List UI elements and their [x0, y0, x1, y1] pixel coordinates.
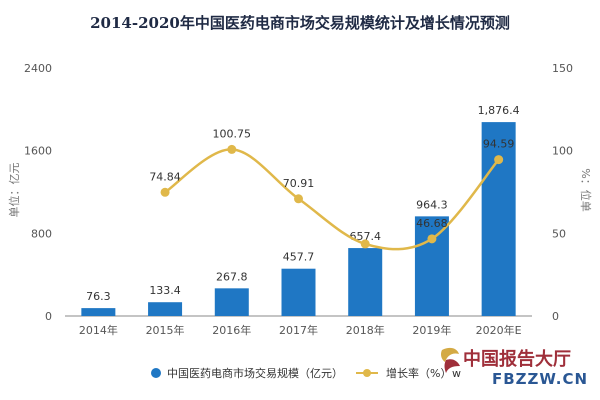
y-right-tick-label: 100 — [552, 145, 573, 158]
y-left-tick-label: 0 — [45, 310, 52, 323]
legend-line-dot — [363, 369, 371, 377]
growth-rate-point — [227, 144, 237, 154]
bar — [481, 122, 516, 316]
y-axis-right-label: %：位单 — [579, 168, 593, 211]
legend-partial-watermark: w — [452, 367, 461, 380]
bar — [281, 268, 316, 316]
growth-rate-label: 100.75 — [213, 127, 252, 140]
x-tick-label: 2017年 — [279, 323, 318, 337]
x-tick-label: 2014年 — [79, 323, 118, 337]
y-axis-left: 单位：亿元 0 800 1600 2400 — [7, 62, 52, 323]
y-left-tick-label: 2400 — [24, 62, 52, 75]
growth-rate-point — [294, 194, 303, 204]
chart-title: 2014-2020年中国医药电商市场交易规模统计及增长情况预测 — [90, 14, 510, 32]
bar — [148, 302, 183, 316]
legend-bar-marker — [151, 368, 161, 378]
growth-rate-label: 74.84 — [149, 170, 181, 183]
bar-value-label: 964.3 — [416, 198, 448, 211]
y-left-tick-label: 1600 — [24, 145, 52, 158]
watermark-en-text: FBZZW.CN — [492, 370, 588, 388]
y-right-tick-label: 50 — [552, 227, 566, 240]
x-tick-label: 2018年 — [346, 323, 385, 337]
growth-rate-line — [164, 148, 500, 251]
growth-rate-label: 70.91 — [283, 177, 315, 190]
bar — [81, 308, 116, 316]
x-tick-label: 2015年 — [146, 323, 185, 337]
legend-line-label: 增长率（%） — [386, 366, 451, 380]
growth-rate-point — [494, 155, 504, 165]
y-right-tick-label: 150 — [552, 62, 573, 75]
bar-value-label: 267.8 — [216, 270, 248, 283]
growth-rate-point — [427, 234, 437, 244]
y-axis-left-label: 单位：亿元 — [7, 163, 21, 218]
watermark-logo-icon — [441, 347, 460, 373]
bar — [414, 216, 449, 316]
x-tick-label: 2020年E — [476, 323, 522, 337]
legend-bar-label: 中国医药电商市场交易规模（亿元） — [167, 366, 343, 380]
growth-rate-label: 94.59 — [483, 138, 515, 151]
y-axis-right: %：位单 0 50 100 150 — [552, 62, 593, 323]
watermark: 中国报告大厅 FBZZW.CN — [441, 347, 588, 388]
x-tick-label: 2019年 — [412, 323, 451, 337]
bar-value-label: 457.7 — [283, 251, 315, 264]
watermark-cn-text: 中国报告大厅 — [463, 348, 571, 370]
bar-value-label: 76.3 — [86, 290, 111, 303]
legend: 中国医药电商市场交易规模（亿元） 增长率（%） w — [151, 366, 461, 380]
growth-rate-label: 46.68 — [416, 217, 448, 230]
growth-rate-point — [160, 187, 170, 197]
bar-value-label: 133.4 — [149, 284, 181, 297]
growth-rate-point — [360, 239, 370, 249]
bar — [214, 288, 249, 316]
x-tick-label: 2016年 — [212, 323, 251, 337]
bar — [348, 248, 383, 316]
bar-value-label: 1,876.4 — [478, 104, 520, 117]
y-left-tick-label: 800 — [31, 227, 52, 240]
y-right-tick-label: 0 — [552, 310, 559, 323]
